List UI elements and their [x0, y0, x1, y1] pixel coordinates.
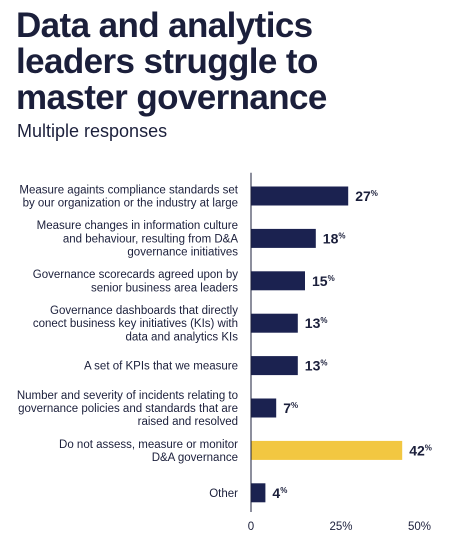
data-label-suffix: % [280, 486, 287, 495]
data-label: 13% [305, 315, 328, 331]
category-label-line: by our organization or the industry at l… [23, 198, 238, 210]
x-tick-label: 50% [408, 521, 431, 533]
category-label-line: and behaviour, resulting from D&A [63, 233, 238, 245]
data-label-suffix: % [320, 359, 327, 368]
chart-subtitle: Multiple responses [17, 121, 168, 141]
category-label: Governance scorecards agreed upon by seni… [33, 269, 238, 294]
x-axis-ticks: 0 25% 50% [248, 521, 431, 533]
data-label: 27% [355, 188, 378, 204]
category-label-line: Governance scorecards agreed upon by [33, 269, 238, 281]
category-label-line: governance policies and standards that a… [18, 403, 238, 415]
data-label-value: 42 [409, 442, 425, 458]
data-label-value: 13 [305, 315, 321, 331]
data-label-suffix: % [425, 443, 432, 452]
data-label-suffix: % [328, 274, 335, 283]
category-label: Governance dashboards that directly conec… [33, 305, 238, 343]
category-label: Do not assess, measure or monitor D&A gov… [59, 439, 238, 464]
data-label: 13% [305, 358, 328, 374]
category-label-line: governance initiatives [127, 247, 238, 259]
bar-highlight [251, 440, 403, 460]
data-label-value: 27 [355, 188, 371, 204]
x-tick-label: 25% [329, 521, 352, 533]
data-label: 18% [323, 230, 346, 246]
data-label-suffix: % [291, 401, 298, 410]
data-label: 7% [283, 400, 298, 416]
data-label: 42% [409, 442, 432, 458]
data-label-suffix: % [371, 189, 378, 198]
data-label: 15% [312, 273, 335, 289]
data-label-value: 15 [312, 273, 328, 289]
category-label: Measure againts compliance standards set… [19, 184, 238, 209]
category-label-line: D&A governance [152, 452, 238, 464]
data-label-value: 4 [272, 485, 280, 501]
value-labels: 27%18%15%13%13%7%42%4% [272, 188, 432, 501]
chart-title-line-2: leaders struggle to [16, 42, 318, 81]
chart-title-line-1: Data and analytics [16, 6, 313, 45]
data-label-suffix: % [320, 316, 327, 325]
bar [251, 228, 316, 248]
data-label-value: 18 [323, 230, 339, 246]
bar [251, 271, 305, 291]
category-label: A set of KPIs that we measure [84, 361, 238, 373]
bar [251, 186, 349, 206]
category-label-line: Governance dashboards that directly [50, 305, 238, 317]
category-label: Number and severity of incidents relatin… [17, 390, 238, 428]
category-label-line: Do not assess, measure or monitor [59, 439, 238, 451]
x-tick-label: 0 [248, 521, 254, 533]
category-label-line: Number and severity of incidents relatin… [17, 390, 238, 402]
category-label: Measure changes in information culture an… [37, 220, 239, 258]
bars [251, 186, 403, 503]
category-label-line: Measure againts compliance standards set [19, 184, 238, 196]
category-label-line: raised and resolved [138, 416, 238, 428]
category-label-line: conect business key initiatives (KIs) wi… [33, 318, 238, 330]
category-label-line: data and analytics KIs [125, 331, 238, 343]
bar [251, 398, 277, 418]
data-label: 4% [272, 485, 287, 501]
category-labels: Measure againts compliance standards set… [17, 184, 239, 499]
bar [251, 356, 298, 376]
data-label-suffix: % [338, 231, 345, 240]
data-label-value: 13 [305, 358, 321, 374]
bar [251, 483, 266, 503]
data-label-value: 7 [283, 400, 291, 416]
category-label-line: Measure changes in information culture [37, 220, 238, 232]
category-label-line: senior business area leaders [91, 282, 238, 294]
chart-title: Data and analytics leaders struggle to m… [16, 8, 466, 116]
category-label: Other [209, 488, 238, 500]
chart-title-line-3: master governance [16, 78, 327, 117]
bar [251, 313, 298, 333]
category-label-line: A set of KPIs that we measure [84, 361, 238, 373]
category-label-line: Other [209, 488, 238, 500]
